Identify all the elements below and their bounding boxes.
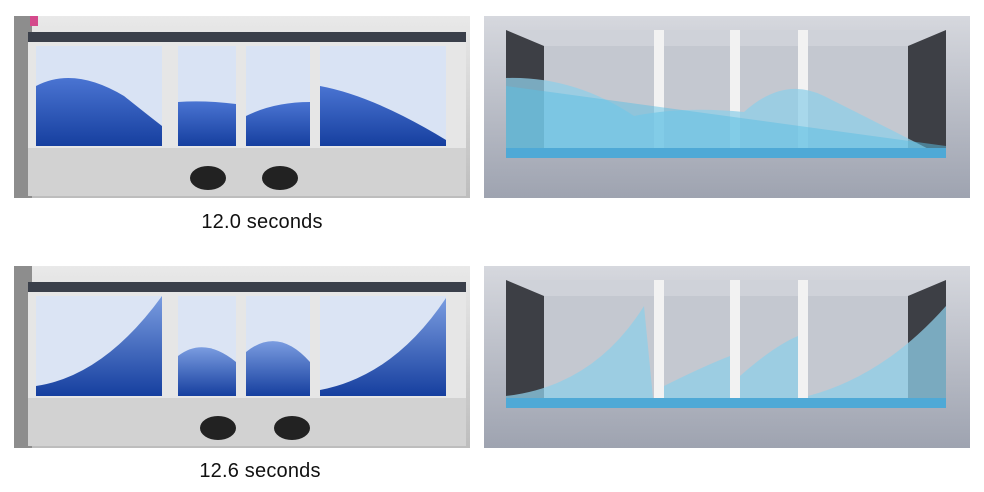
simulation-render-row1	[484, 16, 970, 198]
experiment-photo-row1	[14, 16, 470, 198]
simulation-render-row2	[484, 266, 970, 448]
experiment-photo-row2	[14, 266, 470, 448]
caption-row1: 12.0 seconds	[201, 211, 323, 233]
caption-row2: 12.6 seconds	[199, 460, 321, 482]
